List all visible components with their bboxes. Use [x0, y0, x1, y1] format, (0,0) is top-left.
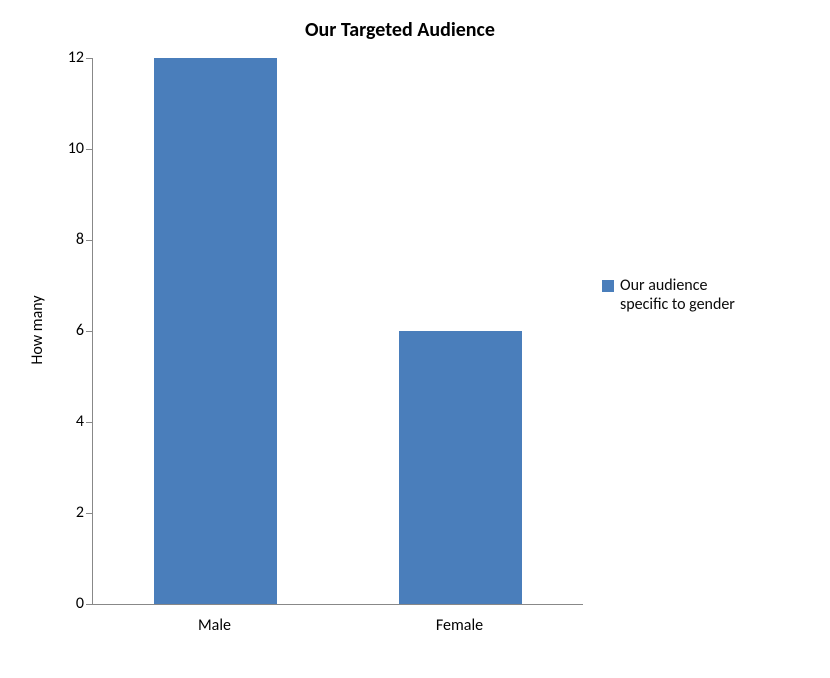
x-axis-label: Male — [155, 616, 275, 635]
y-tick-label: 4 — [50, 412, 84, 431]
y-tick-mark — [86, 240, 92, 241]
legend-text-line2: specific to gender — [620, 295, 735, 314]
y-tick-label: 2 — [50, 503, 84, 522]
y-tick-mark — [86, 513, 92, 514]
y-tick-label: 10 — [50, 139, 84, 158]
y-tick-label: 12 — [50, 48, 84, 67]
y-axis-label: How many — [28, 230, 47, 430]
y-tick-label: 0 — [50, 594, 84, 613]
y-tick-mark — [86, 58, 92, 59]
y-tick-mark — [86, 149, 92, 150]
bar-female — [399, 331, 522, 604]
legend: Our audiencespecific to gender — [602, 276, 812, 314]
x-axis-label: Female — [400, 616, 520, 635]
legend-text-line1: Our audience — [620, 276, 735, 295]
y-tick-mark — [86, 331, 92, 332]
chart-title: Our Targeted Audience — [240, 18, 560, 42]
plot-area — [92, 58, 583, 605]
bar-male — [154, 58, 277, 604]
chart-canvas: Our Targeted Audience How many 0 2 4 6 8 10 12 Ma… — [0, 0, 830, 678]
legend-text: Our audiencespecific to gender — [620, 276, 735, 314]
y-tick-mark — [86, 604, 92, 605]
y-tick-mark — [86, 422, 92, 423]
y-tick-label: 8 — [50, 230, 84, 249]
legend-swatch — [602, 280, 614, 292]
y-tick-label: 6 — [50, 321, 84, 340]
